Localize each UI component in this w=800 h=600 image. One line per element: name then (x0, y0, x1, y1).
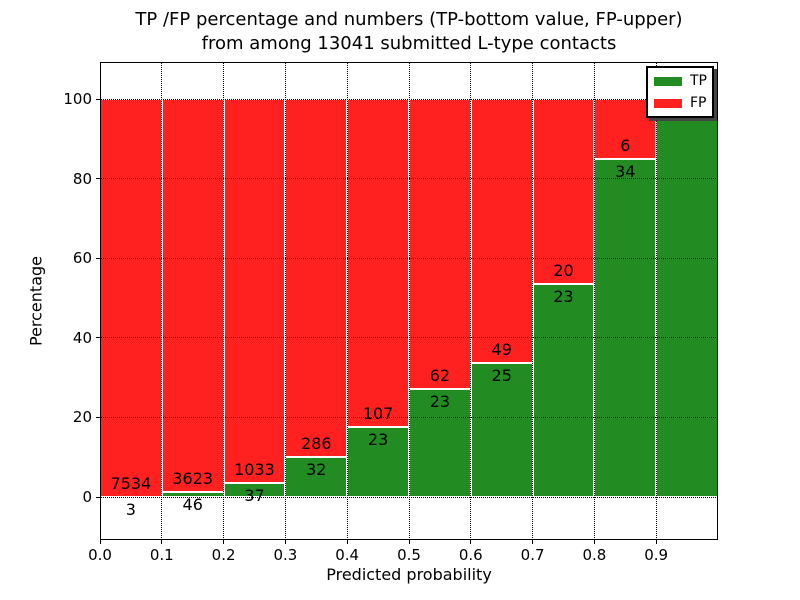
bar-segment-tp (532, 284, 595, 497)
y-tick (96, 257, 100, 259)
gridline-v (470, 62, 472, 540)
fp-count-label: 20 (553, 261, 574, 281)
y-tick (96, 416, 100, 418)
tp-count-label: 23 (367, 429, 389, 449)
tp-count-label: 37 (244, 486, 265, 506)
legend-swatch-fp (654, 98, 682, 108)
fp-count-label: 1033 (234, 460, 275, 480)
bar-segment-tp (347, 426, 409, 497)
fp-count-label: 7534 (110, 473, 152, 493)
y-tick (96, 337, 100, 339)
bar-segment-fp (470, 99, 533, 363)
x-tick-label: 0.8 (582, 546, 607, 564)
y-tick-label: 60 (72, 249, 92, 268)
tp-count-label: 23 (429, 392, 451, 412)
x-tick (223, 540, 225, 544)
x-tick-label: 0.1 (149, 546, 174, 564)
x-tick (346, 540, 348, 544)
bar-segment-tp (656, 99, 718, 497)
tp-count-label: 23 (553, 287, 574, 307)
gridline-v (223, 62, 225, 540)
y-tick (96, 178, 100, 180)
legend-swatch-tp (654, 76, 682, 86)
fp-count-label: 62 (429, 366, 451, 386)
x-tick-label: 0.0 (88, 546, 112, 564)
fp-count-label: 49 (491, 339, 512, 359)
tp-count-label: 3 (125, 499, 136, 519)
x-tick-label: 0.7 (520, 546, 545, 564)
x-tick (470, 540, 472, 544)
y-tick (96, 98, 100, 100)
x-tick (655, 540, 657, 544)
bar-segment-tp (470, 362, 533, 497)
gridline-v (532, 62, 534, 540)
fp-count-label: 107 (362, 403, 394, 423)
tp-count-label: 32 (306, 459, 327, 479)
legend-row: FP (654, 96, 707, 110)
y-tick-label: 40 (72, 328, 92, 347)
fp-count-label: 6 (620, 135, 631, 155)
bar-segment-fp (223, 99, 286, 484)
x-tick-label: 0.4 (335, 546, 360, 564)
x-tick-label: 0.3 (273, 546, 298, 564)
x-tick-label: 0.6 (458, 546, 483, 564)
bar-segment-fp (347, 99, 409, 427)
fp-count-label: 3623 (172, 469, 214, 488)
y-tick-label: 0 (82, 488, 92, 506)
chart-title-line1: TP /FP percentage and numbers (TP-bottom… (135, 9, 683, 30)
chart-title-line2: from among 13041 submitted L-type contac… (201, 33, 617, 54)
x-tick (532, 540, 534, 544)
gridline-v (346, 62, 348, 540)
bar-segment-fp (532, 99, 595, 285)
bar-segment-tp (594, 158, 657, 497)
x-tick-label: 0.9 (644, 546, 669, 564)
bar-segment-fp (409, 99, 471, 390)
legend-label: FP (690, 95, 707, 111)
x-axis-label: Predicted probability (326, 565, 492, 584)
fp-count-label: 286 (301, 433, 332, 453)
y-tick-label: 80 (72, 169, 92, 188)
x-tick (161, 540, 163, 544)
y-tick (96, 496, 100, 498)
bar-segment-fp (100, 99, 162, 497)
tp-count-label: 46 (182, 495, 203, 514)
x-tick (99, 540, 101, 544)
chart-title: TP /FP percentage and numbers (TP-bottom… (100, 8, 718, 56)
gridline-v (161, 62, 163, 540)
y-tick-label: 100 (63, 90, 92, 108)
x-tick-label: 0.2 (211, 546, 236, 564)
bar-segment-fp (161, 99, 224, 492)
x-tick-label: 0.5 (397, 546, 421, 564)
plot-area: 7534 3 3623 46 1033 37 286 32 107 23 62 23 49 25 20 23 6… (100, 62, 718, 540)
gridline-v (593, 62, 595, 540)
legend-label: TP (690, 73, 707, 89)
legend: TP FP (646, 66, 714, 118)
legend-row: TP (654, 74, 707, 88)
bar-segment-fp (285, 99, 348, 457)
x-tick (593, 540, 595, 544)
gridline-v (655, 62, 657, 540)
x-tick (408, 540, 410, 544)
x-tick (284, 540, 286, 544)
gridline-v (284, 62, 286, 540)
y-tick-label: 20 (72, 408, 92, 427)
gridline-v (408, 62, 410, 540)
tp-count-label: 34 (615, 161, 636, 181)
tp-count-label: 25 (491, 365, 512, 385)
